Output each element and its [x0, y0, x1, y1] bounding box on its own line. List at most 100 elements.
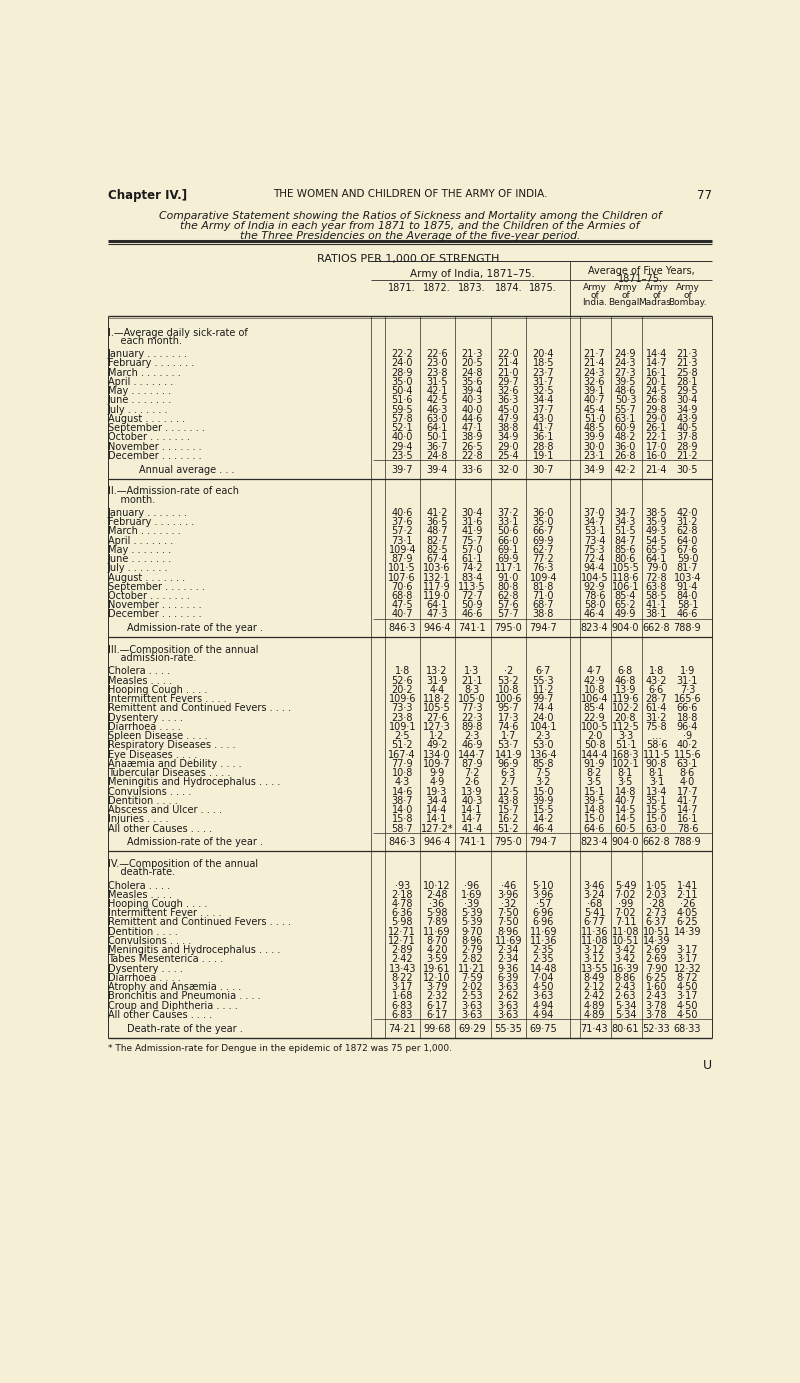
Text: 40·2: 40·2 [677, 740, 698, 751]
Text: 27·6: 27·6 [426, 712, 448, 723]
Text: 1·8: 1·8 [649, 667, 664, 676]
Text: 94·4: 94·4 [584, 563, 605, 574]
Text: 3·79: 3·79 [426, 982, 448, 992]
Text: II.—Admission-rate of each: II.—Admission-rate of each [108, 487, 238, 496]
Text: 2·79: 2·79 [461, 945, 483, 956]
Text: 34·7: 34·7 [584, 517, 606, 527]
Text: 14·1: 14·1 [462, 805, 482, 815]
Text: 2·35: 2·35 [533, 945, 554, 956]
Text: 2·43: 2·43 [614, 982, 636, 992]
Text: December . . . . . . .: December . . . . . . . [108, 610, 202, 620]
Text: 22·3: 22·3 [461, 712, 483, 723]
Text: 80·8: 80·8 [498, 582, 519, 592]
Text: 16·39: 16·39 [612, 964, 639, 974]
Text: 127·2*: 127·2* [421, 823, 454, 834]
Text: U: U [703, 1059, 712, 1072]
Text: IV.—Composition of the annual: IV.—Composition of the annual [108, 859, 258, 869]
Text: 95·7: 95·7 [498, 704, 519, 714]
Text: ·93: ·93 [394, 881, 410, 891]
Text: 2·12: 2·12 [584, 982, 606, 992]
Text: 69·9: 69·9 [498, 555, 519, 564]
Text: 21·7: 21·7 [584, 350, 606, 360]
Text: 38·8: 38·8 [498, 423, 519, 433]
Text: 81·7: 81·7 [677, 563, 698, 574]
Text: 63·1: 63·1 [677, 759, 698, 769]
Text: 14·8: 14·8 [614, 787, 636, 797]
Text: 30·5: 30·5 [677, 465, 698, 474]
Text: 61·4: 61·4 [646, 704, 667, 714]
Text: 3·24: 3·24 [584, 889, 606, 900]
Text: 662·8: 662·8 [642, 837, 670, 848]
Text: 64·1: 64·1 [426, 423, 448, 433]
Text: 66·7: 66·7 [533, 527, 554, 537]
Text: January . . . . . . .: January . . . . . . . [108, 350, 188, 360]
Text: October . . . . . . .: October . . . . . . . [108, 433, 190, 443]
Text: 7·04: 7·04 [533, 972, 554, 983]
Text: 36·7: 36·7 [426, 441, 448, 452]
Text: 72·7: 72·7 [461, 591, 483, 602]
Text: 2·48: 2·48 [426, 889, 448, 900]
Text: 12·5: 12·5 [498, 787, 519, 797]
Text: 23·1: 23·1 [584, 451, 606, 461]
Text: 102·1: 102·1 [612, 759, 639, 769]
Text: All other Causes . . . .: All other Causes . . . . [108, 823, 212, 834]
Text: 11·69: 11·69 [494, 936, 522, 946]
Text: 10·8: 10·8 [498, 685, 519, 694]
Text: 21·3: 21·3 [677, 350, 698, 360]
Text: 4·89: 4·89 [584, 1010, 605, 1019]
Text: 99·7: 99·7 [533, 694, 554, 704]
Text: 23·5: 23·5 [391, 451, 413, 461]
Text: 23·0: 23·0 [426, 358, 448, 368]
Text: 58·6: 58·6 [646, 740, 667, 751]
Text: 32·6: 32·6 [498, 386, 519, 396]
Text: 2·3: 2·3 [464, 732, 480, 741]
Text: 60·5: 60·5 [614, 823, 636, 834]
Text: 16·1: 16·1 [646, 368, 667, 378]
Text: 2·73: 2·73 [646, 909, 667, 918]
Text: 15·5: 15·5 [646, 805, 667, 815]
Text: 1·2: 1·2 [430, 732, 445, 741]
Text: Abscess and Ulcer . . . .: Abscess and Ulcer . . . . [108, 805, 222, 815]
Text: Madras.: Madras. [638, 299, 674, 307]
Text: 2·42: 2·42 [391, 954, 413, 964]
Text: 144·4: 144·4 [581, 750, 608, 759]
Text: 22·6: 22·6 [426, 350, 448, 360]
Text: 104·1: 104·1 [530, 722, 557, 732]
Text: 42·0: 42·0 [677, 508, 698, 517]
Text: 3·12: 3·12 [584, 954, 606, 964]
Text: 65·2: 65·2 [614, 600, 636, 610]
Text: 73·4: 73·4 [584, 535, 606, 545]
Text: 2·53: 2·53 [461, 992, 483, 1001]
Text: 2·34: 2·34 [498, 954, 519, 964]
Text: 44·6: 44·6 [462, 414, 482, 425]
Text: 10·12: 10·12 [423, 881, 451, 891]
Text: 75·3: 75·3 [584, 545, 606, 555]
Text: 102·2: 102·2 [611, 704, 639, 714]
Text: Meningitis and Hydrocephalus . . . .: Meningitis and Hydrocephalus . . . . [108, 945, 280, 956]
Text: 46·9: 46·9 [462, 740, 482, 751]
Text: 24·5: 24·5 [646, 386, 667, 396]
Text: 8·70: 8·70 [426, 936, 448, 946]
Text: 46·8: 46·8 [614, 676, 636, 686]
Text: Average of Five Years,: Average of Five Years, [587, 266, 694, 277]
Text: 20·4: 20·4 [533, 350, 554, 360]
Text: 60·9: 60·9 [614, 423, 636, 433]
Text: 3·63: 3·63 [462, 1010, 482, 1019]
Text: 18·8: 18·8 [677, 712, 698, 723]
Text: 66·6: 66·6 [677, 704, 698, 714]
Text: 62·8: 62·8 [498, 591, 519, 602]
Text: 37·0: 37·0 [584, 508, 606, 517]
Text: ·39: ·39 [464, 899, 480, 909]
Text: 6·37: 6·37 [646, 917, 667, 928]
Text: 53·7: 53·7 [498, 740, 519, 751]
Text: 81·8: 81·8 [533, 582, 554, 592]
Text: 75·7: 75·7 [461, 535, 483, 545]
Text: 36·5: 36·5 [426, 517, 448, 527]
Text: Dysentery . . . .: Dysentery . . . . [108, 964, 182, 974]
Text: 29·0: 29·0 [646, 414, 667, 425]
Text: 21·4: 21·4 [584, 358, 606, 368]
Text: 39·4: 39·4 [426, 465, 448, 474]
Text: Annual average . . .: Annual average . . . [138, 465, 234, 474]
Text: 36·0: 36·0 [533, 508, 554, 517]
Text: 51·2: 51·2 [391, 740, 413, 751]
